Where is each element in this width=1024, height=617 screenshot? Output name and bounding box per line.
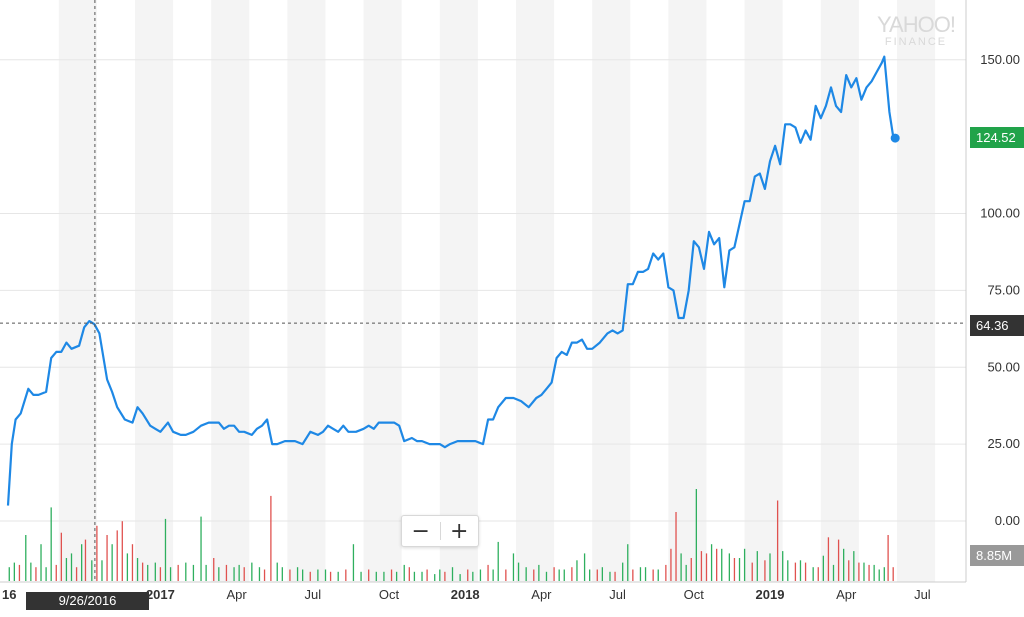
month-band (820, 0, 859, 582)
x-tick-label: Jul (609, 587, 626, 602)
volume-bars (8, 489, 894, 581)
watermark-line2: FINANCE (884, 36, 948, 48)
month-band (363, 0, 402, 582)
month-band (668, 0, 707, 582)
zoom-out-button[interactable]: − (411, 518, 430, 544)
x-tick-label: Jul (304, 587, 321, 602)
zoom-in-button[interactable]: + (450, 518, 469, 544)
y-tick-label: 0.00 (995, 513, 1020, 528)
x-tick-label: Apr (836, 587, 857, 602)
y-tick-label: 50.00 (987, 359, 1020, 374)
y-tick-label: 75.00 (987, 282, 1020, 297)
price-line (6, 55, 895, 506)
x-tick-label: 2017 (146, 587, 175, 602)
last-price-label: 124.52 (970, 127, 1024, 148)
month-band (211, 0, 250, 582)
crosshair-price-label: 64.36 (970, 315, 1024, 336)
x-tick-label: Oct (379, 587, 400, 602)
month-band (516, 0, 555, 582)
x-tick-label: Oct (684, 587, 705, 602)
yahoo-finance-watermark: YAHOO! FINANCE (868, 14, 964, 48)
zoom-separator (439, 522, 441, 540)
last-price-marker (890, 133, 900, 143)
month-band (897, 0, 936, 582)
y-tick-label: 25.00 (987, 436, 1020, 451)
watermark-line1: YAHOO! (877, 12, 956, 37)
x-tick-label: Apr (226, 587, 247, 602)
x-tick-label: Apr (531, 587, 552, 602)
x-axis: 16 2017 Apr Jul Oct 2018 Apr Jul Oct 2019 Apr Jul (2, 587, 931, 602)
x-tick-label: 2018 (451, 587, 480, 602)
crosshair (0, 0, 966, 582)
x-tick-label: 2019 (756, 587, 785, 602)
y-tick-label: 100.00 (980, 206, 1020, 221)
month-band (287, 0, 326, 582)
y-tick-label: 150.00 (980, 52, 1020, 67)
month-band (744, 0, 783, 582)
x-tick-label: Jul (914, 587, 931, 602)
month-band (135, 0, 174, 582)
price-series (6, 55, 900, 506)
month-band (439, 0, 478, 582)
crosshair-date-label: 9/26/2016 (26, 592, 149, 610)
volume-label: 8.85M (970, 545, 1024, 566)
zoom-control: − + (401, 515, 479, 547)
x-tick-label: 16 (2, 587, 16, 602)
month-band (592, 0, 631, 582)
y-axis: 0.00 25.00 50.00 75.00 100.00 150.00 (980, 52, 1020, 528)
month-band (58, 0, 97, 582)
month-bands (58, 0, 936, 582)
